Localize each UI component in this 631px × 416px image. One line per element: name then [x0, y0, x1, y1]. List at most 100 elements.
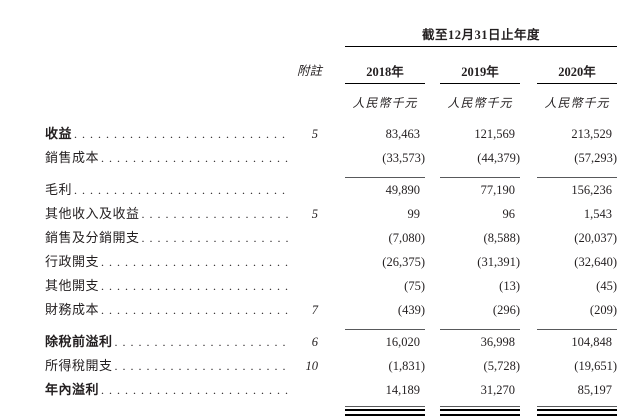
row-label: 收益: [45, 122, 288, 146]
row-label-text: 其他收入及收益: [45, 205, 140, 221]
total-rule: [537, 405, 617, 416]
total-rule: [440, 405, 520, 416]
unit-row: 人民幣千元 人民幣千元 人民幣千元: [45, 94, 617, 111]
row-label-text: 除稅前溢利: [45, 333, 113, 349]
table-row: 收益 5 83,463 121,569 213,529: [45, 122, 617, 146]
year-column-header-2020: 2020年: [537, 61, 617, 84]
dot-leader: [99, 298, 288, 322]
row-value-2020: (57,293): [574, 150, 617, 165]
row-value-2018: (439): [397, 302, 425, 317]
column-rule: [440, 176, 520, 178]
total-rule: [345, 405, 425, 416]
row-value-2019: 31,270: [480, 382, 515, 397]
row-value-2019: (296): [492, 302, 520, 317]
row-label-text: 財務成本: [45, 301, 100, 317]
row-label-text: 銷售成本: [45, 149, 100, 165]
dot-leader: [72, 178, 288, 202]
row-label: 財務成本: [45, 298, 288, 322]
row-value-2020: 104,848: [571, 334, 612, 349]
table-header: 截至12月31日止年度: [45, 24, 617, 47]
row-note: 7: [311, 302, 318, 317]
row-value-2018: 99: [407, 206, 421, 221]
row-label-text: 行政開支: [45, 253, 100, 269]
dot-leader: [99, 250, 288, 274]
row-value-2020: (32,640): [574, 254, 617, 269]
row-value-2019: 96: [502, 206, 516, 221]
row-value-2019: (8,588): [483, 230, 520, 245]
row-label: 銷售及分銷開支: [45, 226, 288, 250]
row-label-text: 收益: [45, 125, 73, 141]
period-header: 截至12月31日止年度: [345, 24, 617, 47]
row-value-2018: 14,189: [385, 382, 420, 397]
year-column-header-2018: 2018年: [345, 61, 425, 84]
row-value-2018: (26,375): [382, 254, 425, 269]
dot-leader: [99, 274, 288, 298]
row-value-2020: 1,543: [583, 206, 612, 221]
row-value-2019: (31,391): [477, 254, 520, 269]
row-note: 5: [311, 206, 318, 221]
row-value-2018: (7,080): [388, 230, 425, 245]
row-value-2018: 83,463: [385, 126, 420, 141]
table-row: 毛利 49,890 77,190 156,236: [45, 178, 617, 202]
dot-leader: [113, 330, 288, 354]
row-note: 5: [311, 126, 318, 141]
total-rule-row: [45, 402, 617, 416]
row-label-text: 年內溢利: [45, 381, 100, 397]
year-column-header-2019: 2019年: [440, 61, 520, 84]
income-statement-page: 截至12月31日止年度 附註 2018年 2019年 2020年 人民幣千元 人…: [0, 0, 617, 416]
row-value-2019: (13): [499, 278, 520, 293]
row-label-text: 銷售及分銷開支: [45, 229, 140, 245]
row-note: 10: [305, 358, 319, 373]
table-row: 銷售成本 (33,573) (44,379) (57,293): [45, 146, 617, 170]
row-value-2020: (209): [589, 302, 617, 317]
table-row: 其他收入及收益 5 99 96 1,543: [45, 202, 617, 226]
column-rule: [537, 328, 617, 330]
row-label: 所得稅開支: [45, 354, 288, 378]
row-note: 6: [311, 334, 318, 349]
row-label: 其他開支: [45, 274, 288, 298]
row-value-2019: (5,728): [483, 358, 520, 373]
row-label: 年內溢利: [45, 378, 288, 402]
unit-label-2018: 人民幣千元: [352, 95, 418, 110]
row-value-2020: (20,037): [574, 230, 617, 245]
row-label-text: 毛利: [45, 181, 73, 197]
row-label: 毛利: [45, 178, 288, 202]
row-label: 行政開支: [45, 250, 288, 274]
row-value-2019: 36,998: [480, 334, 515, 349]
row-value-2020: 156,236: [571, 182, 612, 197]
column-rule: [440, 328, 520, 330]
row-value-2019: 121,569: [474, 126, 515, 141]
unit-label-2020: 人民幣千元: [544, 95, 610, 110]
row-value-2018: 16,020: [385, 334, 420, 349]
table-row: 行政開支 (26,375) (31,391) (32,640): [45, 250, 617, 274]
dot-leader: [72, 122, 288, 146]
note-column-header: 附註: [297, 64, 323, 78]
table-row: 財務成本 7 (439) (296) (209): [45, 298, 617, 322]
row-value-2020: (45): [596, 278, 617, 293]
row-label: 其他收入及收益: [45, 202, 288, 226]
column-rule: [345, 176, 425, 178]
dot-leader: [140, 202, 288, 226]
column-rule: [345, 328, 425, 330]
row-value-2018: (75): [404, 278, 425, 293]
row-label: 銷售成本: [45, 146, 288, 170]
table-row: 除稅前溢利 6 16,020 36,998 104,848: [45, 330, 617, 354]
column-headers: 附註 2018年 2019年 2020年: [45, 60, 617, 84]
table-body: 收益 5 83,463 121,569 213,529 銷售成本 (33,573…: [45, 122, 617, 416]
row-value-2020: (19,651): [574, 358, 617, 373]
row-value-2020: 85,197: [577, 382, 612, 397]
dot-leader: [140, 226, 288, 250]
row-value-2018: (1,831): [388, 358, 425, 373]
row-label-text: 其他開支: [45, 277, 100, 293]
table-row: 銷售及分銷開支 (7,080) (8,588) (20,037): [45, 226, 617, 250]
row-value-2019: 77,190: [480, 182, 515, 197]
row-label: 除稅前溢利: [45, 330, 288, 354]
dot-leader: [113, 354, 288, 378]
column-rule-row: [45, 170, 617, 178]
row-label-text: 所得稅開支: [45, 357, 113, 373]
row-value-2019: (44,379): [477, 150, 520, 165]
dot-leader: [99, 378, 288, 402]
row-value-2020: 213,529: [571, 126, 612, 141]
column-rule: [537, 176, 617, 178]
row-value-2018: (33,573): [382, 150, 425, 165]
